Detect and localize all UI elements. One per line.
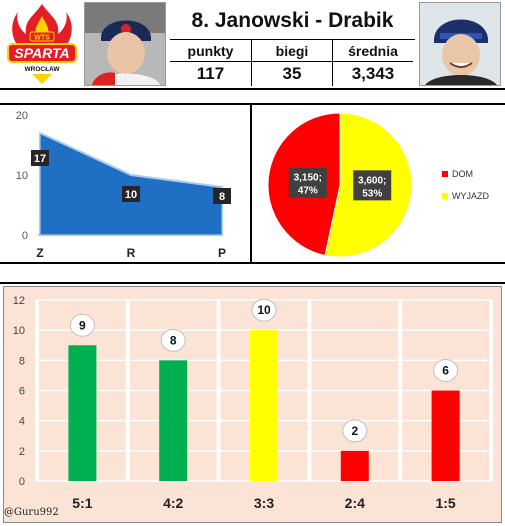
bar-data-label: 10 [257,303,271,317]
bar-x-tick-label: 5:1 [72,495,92,511]
stat-label-biegi: biegi [251,40,332,62]
bar-x-tick-label: 4:2 [163,495,183,511]
bar-data-label-bubble [251,298,277,322]
bar-y-tick-label: 10 [13,325,25,337]
credit-text: @Guru992 [4,507,59,518]
pie-data-label-value: 3,600; [358,175,386,186]
bar-y-tick-label: 0 [19,476,25,488]
area-y-tick-label: 0 [22,230,28,242]
bar-chart: 0 2 4 6 8 10 12 9 5:1 8 4:2 10 3:3 2 2:4 6 1:5 [13,295,493,511]
bar-y-tick-label: 2 [19,446,25,458]
sparta-logo-icon: WTS SPARTA WROCŁAW [7,4,77,84]
bar-data-label: 9 [79,318,86,332]
pie-data-label-value: 3,150; [294,173,322,184]
rider-photo-icon [420,3,500,85]
pie-legend-swatch [442,193,448,199]
stat-value-srednia: 3,343 [332,62,413,86]
area-y-tick-label: 10 [16,170,28,182]
area-x-tick-label: P [218,246,226,260]
bar-data-label: 6 [442,364,449,378]
bar-data-label-bubble [433,359,459,382]
page-title: 8. Janowski - Drabik [170,2,415,40]
bar-1-5 [431,390,460,481]
area-data-label: 8 [219,191,225,203]
pie-data-label-percent: 47% [298,186,318,197]
bar-data-label-bubble [69,313,95,337]
bar-3-3 [250,330,278,481]
stat-label-srednia: średnia [332,40,413,62]
bar-y-tick-label: 12 [13,295,25,307]
rider-photo-right [419,2,501,86]
pie-legend-swatch [442,171,448,177]
area-data-label-box [122,186,140,202]
bar-2-4 [340,450,369,481]
bar-data-label: 8 [170,333,177,347]
bar-x-tick-label: 1:5 [435,495,455,511]
stat-value-punkty: 117 [196,64,225,83]
logo-brand-text: SPARTA [14,45,69,61]
stat-value-biegi: 35 [251,62,332,86]
stat-label-punkty: punkty [170,40,251,62]
pie-legend-label: WYJAZD [452,191,489,201]
area-y-tick-label: 20 [16,110,28,122]
bar-y-tick-label: 6 [19,386,25,398]
area-x-tick-label: R [127,246,136,260]
bottom-panel [0,282,505,526]
area-x-tick-label: Z [36,246,43,260]
logo-city-text: WROCŁAW [24,66,60,73]
bar-data-label-bubble [342,419,368,443]
pie-data-label-box [288,167,327,198]
bar-y-tick-label: 4 [19,416,25,428]
area-series-line [39,132,223,188]
area-data-label-box [31,150,49,166]
rider-photo-left [84,2,166,86]
bar-4-2 [159,360,188,481]
pie-data-label-box [353,170,392,201]
middle-divider [250,103,252,264]
middle-panel [0,103,505,264]
logo-wts-text: WTS [34,35,50,42]
bar-data-label-bubble [160,328,186,352]
rider-photo-icon [85,3,165,85]
bar-data-label: 2 [351,424,358,438]
bar-y-tick-label: 8 [19,355,25,367]
header-panel [0,0,505,90]
area-data-label: 17 [34,153,46,165]
area-data-label-box [213,188,231,204]
bar-x-tick-label: 2:4 [345,495,365,511]
pie-legend-label: DOM [452,169,473,179]
area-data-label: 10 [125,189,137,201]
bar-x-tick-label: 3:3 [254,495,274,511]
pie-chart: 3,600; 53% 3,150; 47% DOM WYJAZD [267,112,489,258]
area-chart: 0 10 20 17 10 8 Z R P [16,110,231,260]
pie-data-label-percent: 53% [362,188,382,199]
bar-5-1 [68,345,97,481]
